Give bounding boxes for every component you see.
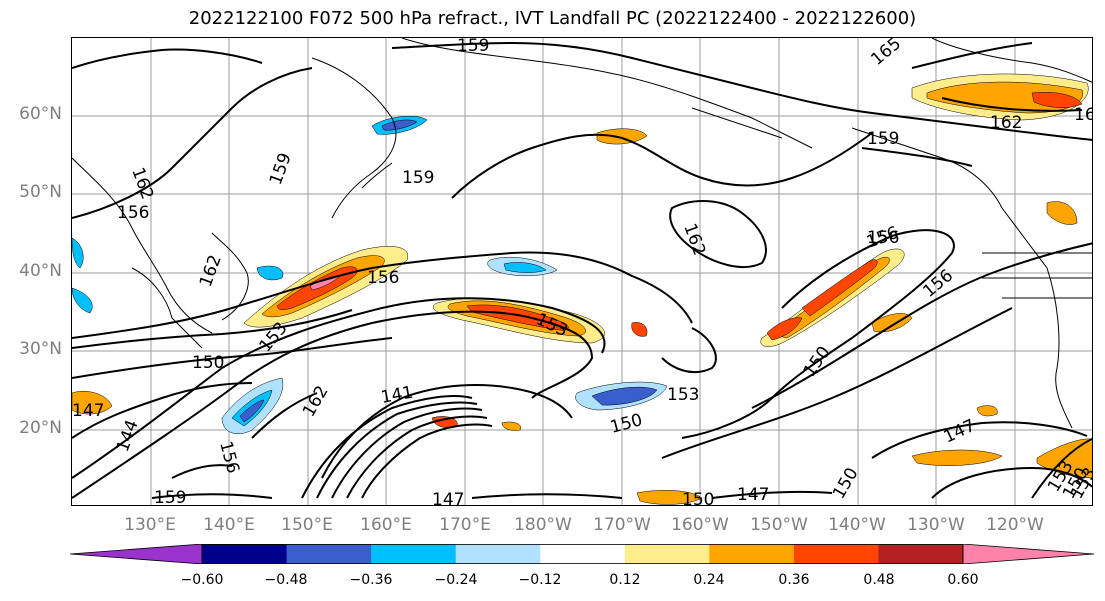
graticule xyxy=(72,38,1092,505)
contour-label: 162 xyxy=(196,252,226,289)
contour-label: 153 xyxy=(667,385,699,405)
contour-label: 159 xyxy=(457,38,489,56)
map-title: 2022122100 F072 500 hPa refract., IVT La… xyxy=(188,8,917,29)
contour-label: 159 xyxy=(402,168,434,188)
lat-label-30n: 30°N xyxy=(19,339,62,359)
lon-label-160e: 160°E xyxy=(360,515,412,535)
contour-label: 162 xyxy=(679,221,709,258)
colorbar-swatch xyxy=(202,544,288,564)
lon-label-170e: 170°E xyxy=(439,515,491,535)
contour-label: 165 xyxy=(867,38,905,70)
lon-label-150e: 150°E xyxy=(281,515,333,535)
lon-label-180w: 180°W xyxy=(514,515,572,535)
contour-label: 156 xyxy=(919,266,957,302)
contour-label: 159 xyxy=(154,488,186,506)
colorbar-tick-label: 0.48 xyxy=(863,572,895,588)
lat-label-50n: 50°N xyxy=(19,182,62,202)
contour-label: 162 xyxy=(299,382,333,420)
refractivity-contours xyxy=(72,41,1092,499)
lon-label-140e: 140°E xyxy=(203,515,255,535)
lon-label-150w: 150°W xyxy=(750,515,808,535)
colorbar-tick-label: −0.48 xyxy=(264,572,308,588)
contour-label: 156 xyxy=(867,228,899,248)
contour-label: 156 xyxy=(215,439,243,476)
colorbar-arrow-high xyxy=(962,543,1095,565)
lat-label-40n: 40°N xyxy=(19,261,62,281)
contour-label: 150 xyxy=(800,343,835,381)
colorbar-swatch xyxy=(878,544,964,564)
map-panel: 159 162 165 162 159 156 159 162 159 162 … xyxy=(71,37,1093,506)
contour-label: 159 xyxy=(266,150,296,187)
contour-label: 156 xyxy=(367,268,399,288)
contour-label: 161 xyxy=(1074,105,1093,125)
lat-label-20n: 20°N xyxy=(19,418,62,438)
lon-label-130w: 130°W xyxy=(907,515,965,535)
colorbar-swatch xyxy=(540,544,626,564)
contour-label: 147 xyxy=(737,485,769,505)
contour-label: 150 xyxy=(608,410,645,438)
lon-label-160w: 160°W xyxy=(671,515,729,535)
lon-label-140w: 140°W xyxy=(828,515,886,535)
ivt-shading xyxy=(72,73,1092,505)
colorbar-tick-label: −0.36 xyxy=(349,572,393,588)
colorbar-swatch xyxy=(793,544,879,564)
colorbar-tick-label: 0.24 xyxy=(693,572,725,588)
coastlines xyxy=(72,38,1092,429)
colorbar-arrow-low xyxy=(69,543,203,565)
colorbar-swatch xyxy=(286,544,372,564)
contour-label: 156 xyxy=(117,203,149,223)
lat-label-60n: 60°N xyxy=(19,104,62,124)
colorbar-tick-label: −0.60 xyxy=(180,572,224,588)
colorbar-swatch xyxy=(371,544,457,564)
colorbar-swatch xyxy=(709,544,795,564)
colorbar-tick-label: 0.60 xyxy=(947,572,979,588)
lon-label-130e: 130°E xyxy=(124,515,176,535)
lon-label-120w: 120°W xyxy=(986,515,1044,535)
colorbar-tick-label: −0.12 xyxy=(518,572,562,588)
colorbar-tick-label: −0.24 xyxy=(434,572,478,588)
contour-label: 162 xyxy=(990,113,1022,133)
contour-label: 144 xyxy=(113,417,143,454)
map-canvas: 159 162 165 162 159 156 159 162 159 162 … xyxy=(72,38,1093,506)
colorbar-tick-label: 0.12 xyxy=(609,572,641,588)
contour-label: 150 xyxy=(682,490,714,506)
colorbar-swatches xyxy=(69,543,1095,565)
contour-label: 150 xyxy=(192,353,224,373)
colorbar-frame xyxy=(201,544,964,564)
colorbar-swatch xyxy=(624,544,710,564)
contour-label: 147 xyxy=(432,490,464,506)
lon-label-170w: 170°W xyxy=(593,515,651,535)
colorbar xyxy=(69,543,1095,565)
contour-label: 159 xyxy=(867,129,899,149)
contour-label: 147 xyxy=(72,401,104,421)
colorbar-tick-label: 0.36 xyxy=(778,572,810,588)
colorbar-swatch xyxy=(455,544,541,564)
contour-label: 147 xyxy=(941,416,979,448)
contour-label: 141 xyxy=(379,383,414,408)
